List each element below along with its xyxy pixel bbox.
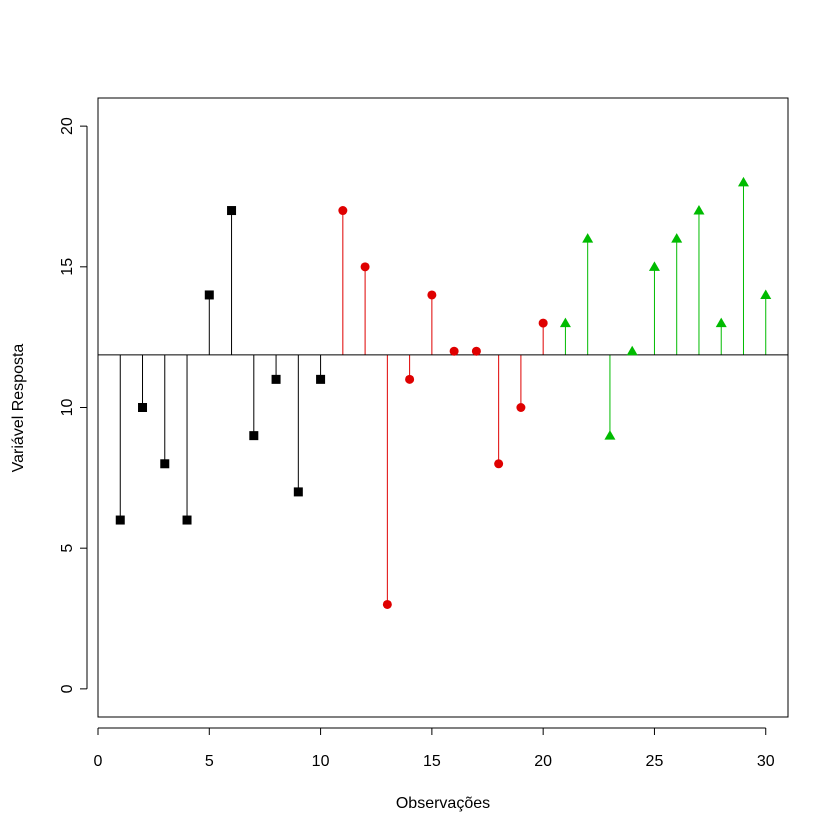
data-point-17 <box>471 346 481 356</box>
data-point-26 <box>671 233 683 243</box>
data-point-23 <box>604 430 616 440</box>
plot-frame <box>97 97 789 718</box>
data-point-22 <box>582 233 594 243</box>
data-point-28 <box>715 317 727 328</box>
y-tick-label-5: 5 <box>59 544 76 553</box>
y-tick-label-20: 20 <box>59 117 76 135</box>
data-point-2 <box>138 403 148 412</box>
y-axis: 0 5 10 15 20 <box>59 117 88 693</box>
data-point-21 <box>559 317 571 328</box>
data-point-1 <box>115 515 125 525</box>
data-point-27 <box>693 205 705 215</box>
data-point-14 <box>405 374 415 384</box>
data-point-16 <box>449 346 459 356</box>
data-point-4 <box>182 515 192 525</box>
data-point-18 <box>494 459 504 469</box>
data-point-5 <box>204 290 214 300</box>
y-tick-label-15: 15 <box>59 258 76 276</box>
data-point-30 <box>760 289 772 299</box>
data-point-13 <box>382 599 392 609</box>
x-tick-label-20: 20 <box>534 753 552 770</box>
data-point-19 <box>516 403 526 412</box>
x-axis-label: Observações <box>396 795 490 812</box>
data-point-10 <box>316 374 326 384</box>
x-tick-label-15: 15 <box>423 753 441 770</box>
x-tick-label-30: 30 <box>757 753 775 770</box>
data-point-7 <box>249 431 259 441</box>
data-point-25 <box>648 261 660 271</box>
y-tick-label-10: 10 <box>59 399 76 417</box>
data-point-12 <box>360 262 370 272</box>
x-tick-label-0: 0 <box>94 753 103 770</box>
data-point-8 <box>271 374 281 384</box>
data-point-11 <box>338 206 348 216</box>
data-point-9 <box>293 487 303 497</box>
data-point-24 <box>626 345 638 356</box>
data-point-3 <box>160 459 170 469</box>
data-point-15 <box>427 290 437 300</box>
x-tick-label-10: 10 <box>312 753 330 770</box>
data-point-6 <box>227 206 237 216</box>
y-tick-label-0: 0 <box>59 684 76 693</box>
data-point-20 <box>538 318 548 328</box>
x-tick-label-25: 25 <box>646 753 664 770</box>
y-axis-label: Variável Resposta <box>10 344 27 473</box>
stems <box>119 182 767 605</box>
markers <box>115 176 772 609</box>
data-point-29 <box>737 176 749 187</box>
x-tick-label-5: 5 <box>205 753 214 770</box>
x-axis: 0 5 10 15 20 25 30 <box>94 727 775 770</box>
